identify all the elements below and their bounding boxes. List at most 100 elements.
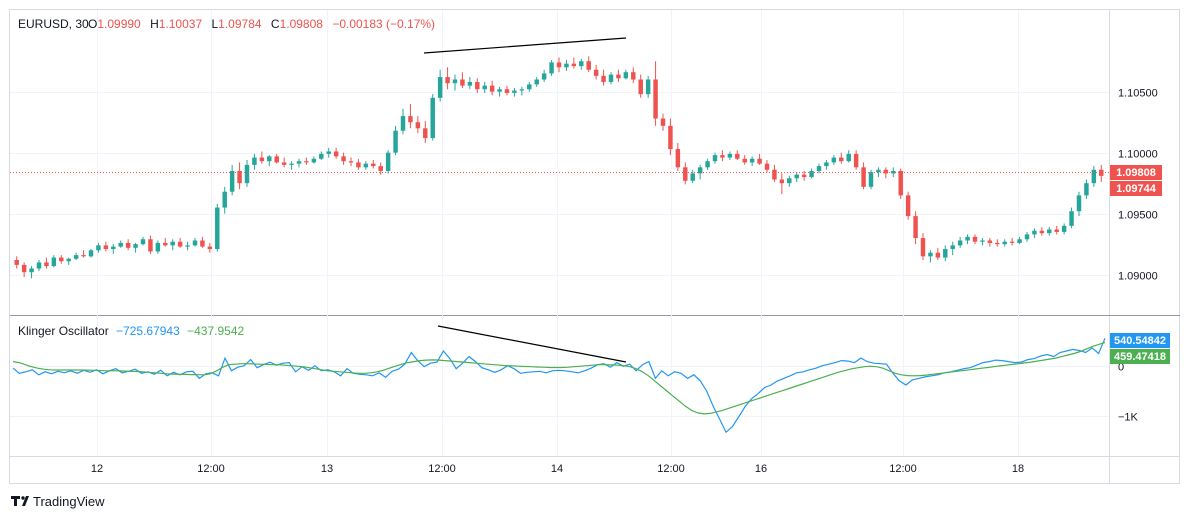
candle: [883, 167, 889, 179]
candle-body: [215, 207, 220, 250]
kvo-badge: [1110, 333, 1170, 348]
candle: [51, 255, 57, 268]
candle: [623, 69, 629, 80]
candle-body: [549, 62, 554, 74]
candle-body: [868, 172, 874, 187]
candle: [66, 257, 71, 265]
candle: [140, 236, 146, 246]
candle-body: [489, 85, 495, 92]
candle-body: [177, 241, 183, 247]
candle-body: [571, 63, 577, 67]
candle: [252, 153, 257, 170]
candle: [868, 169, 874, 190]
candle: [348, 157, 354, 167]
candle-body: [1024, 234, 1030, 240]
candle-body: [155, 242, 161, 252]
candle: [229, 164, 235, 196]
candle-body: [482, 85, 487, 90]
oscillator-trendline[interactable]: [437, 325, 627, 363]
candle: [467, 77, 473, 90]
candle-body: [712, 155, 718, 162]
candle: [155, 240, 161, 254]
signal-line[interactable]: [12, 341, 1106, 415]
candle: [430, 94, 435, 141]
candle: [957, 236, 963, 248]
candle-body: [824, 162, 829, 167]
tradingview-logo[interactable]: TradingView: [11, 494, 105, 509]
candle-body: [289, 163, 294, 165]
candle-body: [660, 118, 666, 126]
candle-body: [304, 161, 309, 163]
candle: [824, 160, 829, 170]
candle-body: [779, 179, 785, 184]
candle: [289, 161, 294, 170]
candle: [423, 120, 428, 143]
candle: [653, 61, 658, 126]
oscillator-pane[interactable]: [12, 338, 1106, 434]
candle: [675, 142, 681, 171]
candle: [460, 72, 465, 89]
candle-body: [950, 245, 955, 250]
candle: [96, 242, 101, 253]
candle: [905, 191, 911, 220]
candle-body: [1091, 169, 1097, 184]
candle-body: [972, 236, 978, 242]
candle: [631, 67, 636, 84]
candle: [170, 239, 175, 251]
candle: [839, 152, 844, 164]
candle: [1069, 207, 1074, 229]
candle-body: [452, 79, 458, 84]
time-tick-label: 12:00: [889, 463, 917, 475]
candle-body: [1047, 229, 1052, 234]
candle: [415, 116, 421, 134]
candle: [475, 78, 480, 93]
candle-body: [437, 77, 443, 98]
candle: [898, 168, 903, 200]
candle-body: [29, 268, 34, 273]
candle-body: [163, 242, 168, 246]
candle: [913, 211, 918, 245]
candle: [215, 203, 220, 252]
legend-symbol[interactable]: EURUSD, 30: [18, 17, 89, 31]
candle: [668, 118, 673, 156]
candle-body: [1017, 239, 1022, 243]
candle-body: [980, 240, 985, 242]
kvo-line[interactable]: [12, 338, 1106, 434]
candle-body: [326, 151, 331, 154]
candle: [504, 85, 510, 96]
price-trendline[interactable]: [423, 37, 627, 54]
candle: [21, 262, 27, 278]
time-tick-label: 12:00: [657, 463, 685, 475]
legend-l-value: 1.09784: [218, 17, 262, 31]
candle-body: [460, 79, 465, 86]
candle-body: [579, 61, 584, 67]
candle-body: [237, 170, 242, 184]
candle: [801, 170, 807, 181]
candle: [541, 69, 547, 82]
candle: [200, 236, 205, 248]
candle-body: [876, 169, 881, 173]
candle-body: [683, 167, 688, 181]
candle: [943, 245, 948, 262]
indicator-legend[interactable]: Klinger Oscillator −725.67943 −437.9542: [18, 324, 245, 338]
candle: [497, 86, 502, 97]
time-tick-label: 12:00: [197, 463, 225, 475]
candle: [36, 260, 42, 271]
candle-body: [73, 255, 79, 259]
candle-body: [690, 173, 695, 181]
candle-body: [475, 81, 480, 90]
price-pane[interactable]: [14, 56, 1104, 279]
legend-l-label: L: [211, 17, 218, 31]
candle: [534, 77, 539, 87]
candle-body: [333, 151, 339, 157]
legend-c-label: C: [271, 17, 280, 31]
candle: [816, 163, 822, 174]
candle-body: [645, 79, 651, 95]
candle-body: [274, 156, 279, 163]
candle: [1039, 227, 1045, 236]
candle: [385, 150, 391, 174]
candle-body: [556, 62, 562, 68]
candle-body: [267, 156, 272, 162]
candle-body: [839, 157, 844, 162]
candle: [512, 88, 517, 97]
